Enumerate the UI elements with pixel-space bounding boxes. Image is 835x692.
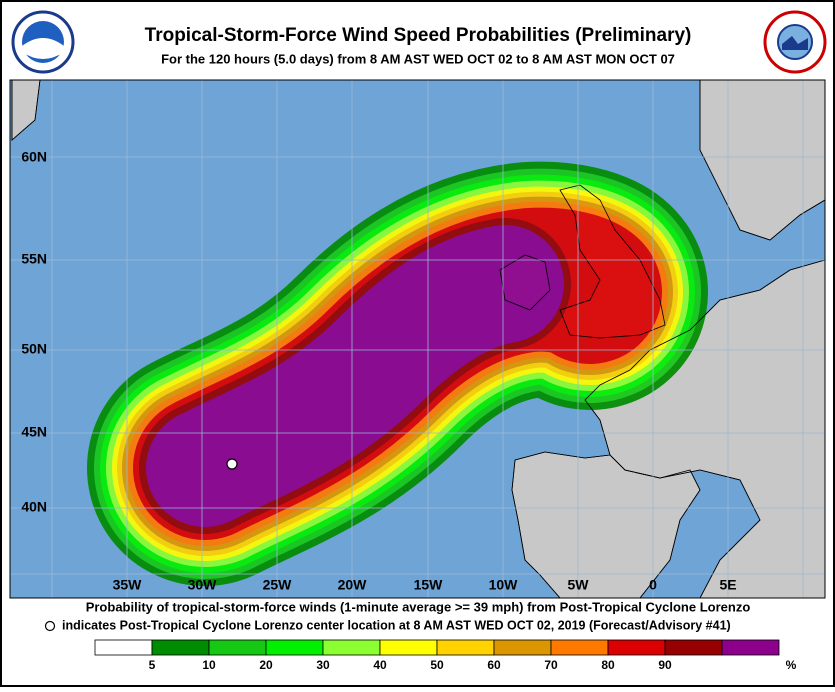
- legend-swatch: [265, 639, 324, 656]
- lon-label: 10W: [489, 577, 519, 593]
- probability-band: [146, 225, 564, 527]
- lat-label: 55N: [21, 251, 47, 267]
- subtitle: For the 120 hours (5.0 days) from 8 AM A…: [161, 51, 675, 66]
- lon-labels: 35W 30W 25W 20W 15W 10W 5W 0 5E: [113, 577, 737, 593]
- lon-label: 35W: [113, 577, 143, 593]
- map: 60N 55N 50N 45N 40N 35W 30W 25W 20W 15W 10W 5W…: [10, 80, 825, 598]
- footer-line1: Probability of tropical-storm-force wind…: [86, 599, 751, 614]
- legend-label: 60: [487, 658, 501, 672]
- coast-outline: [699, 80, 825, 241]
- legend-swatch: [607, 639, 666, 656]
- legend-label: 70: [544, 658, 558, 672]
- coastline: [11, 80, 825, 598]
- legend-label: 20: [259, 658, 273, 672]
- legend-swatch: [721, 639, 780, 656]
- legend-swatch: [151, 639, 210, 656]
- legend: 5 10 20 30 40 50 60 70 80 90%: [94, 639, 797, 672]
- lat-label: 50N: [21, 341, 47, 357]
- legend-label: 5: [149, 658, 156, 672]
- legend-label: 10: [202, 658, 216, 672]
- legend-label: 90: [658, 658, 672, 672]
- legend-swatch: [436, 639, 495, 656]
- legend-swatch: [379, 639, 438, 656]
- lat-label: 40N: [21, 499, 47, 515]
- legend-swatch: [493, 639, 552, 656]
- lat-labels: 60N 55N 50N 45N 40N: [21, 149, 47, 515]
- nws-logo: [763, 10, 827, 74]
- legend-swatch: [94, 639, 153, 656]
- legend-swatch: [664, 639, 723, 656]
- legend-label: 80: [601, 658, 615, 672]
- legend-unit: %: [786, 658, 797, 672]
- lon-label: 30W: [188, 577, 218, 593]
- map-border: [9, 79, 826, 599]
- legend-label: 30: [316, 658, 330, 672]
- coast-outline: [499, 254, 551, 311]
- coast-outline: [11, 80, 41, 141]
- lon-label: 25W: [263, 577, 293, 593]
- coast-outline: [584, 259, 825, 598]
- legend-swatch: [550, 639, 609, 656]
- lon-label: 5W: [568, 577, 590, 593]
- lon-label: 20W: [338, 577, 368, 593]
- lat-label: 45N: [21, 424, 47, 440]
- legend-label: 50: [430, 658, 444, 672]
- legend-swatch: [322, 639, 381, 656]
- legend-label: 40: [373, 658, 387, 672]
- storm-center: [226, 458, 238, 470]
- lat-label: 60N: [21, 149, 47, 165]
- graticule: [10, 80, 825, 598]
- coast-outline: [511, 451, 701, 598]
- lon-label: 0: [649, 577, 657, 593]
- center-symbol: [44, 620, 56, 632]
- legend-swatch: [208, 639, 267, 656]
- lon-label: 5E: [719, 577, 736, 593]
- lon-label: 15W: [414, 577, 444, 593]
- title: Tropical-Storm-Force Wind Speed Probabil…: [145, 25, 692, 46]
- noaa-logo: [11, 10, 75, 74]
- coast-outline: [559, 184, 666, 339]
- footer-line2: indicates Post-Tropical Cyclone Lorenzo …: [62, 618, 731, 632]
